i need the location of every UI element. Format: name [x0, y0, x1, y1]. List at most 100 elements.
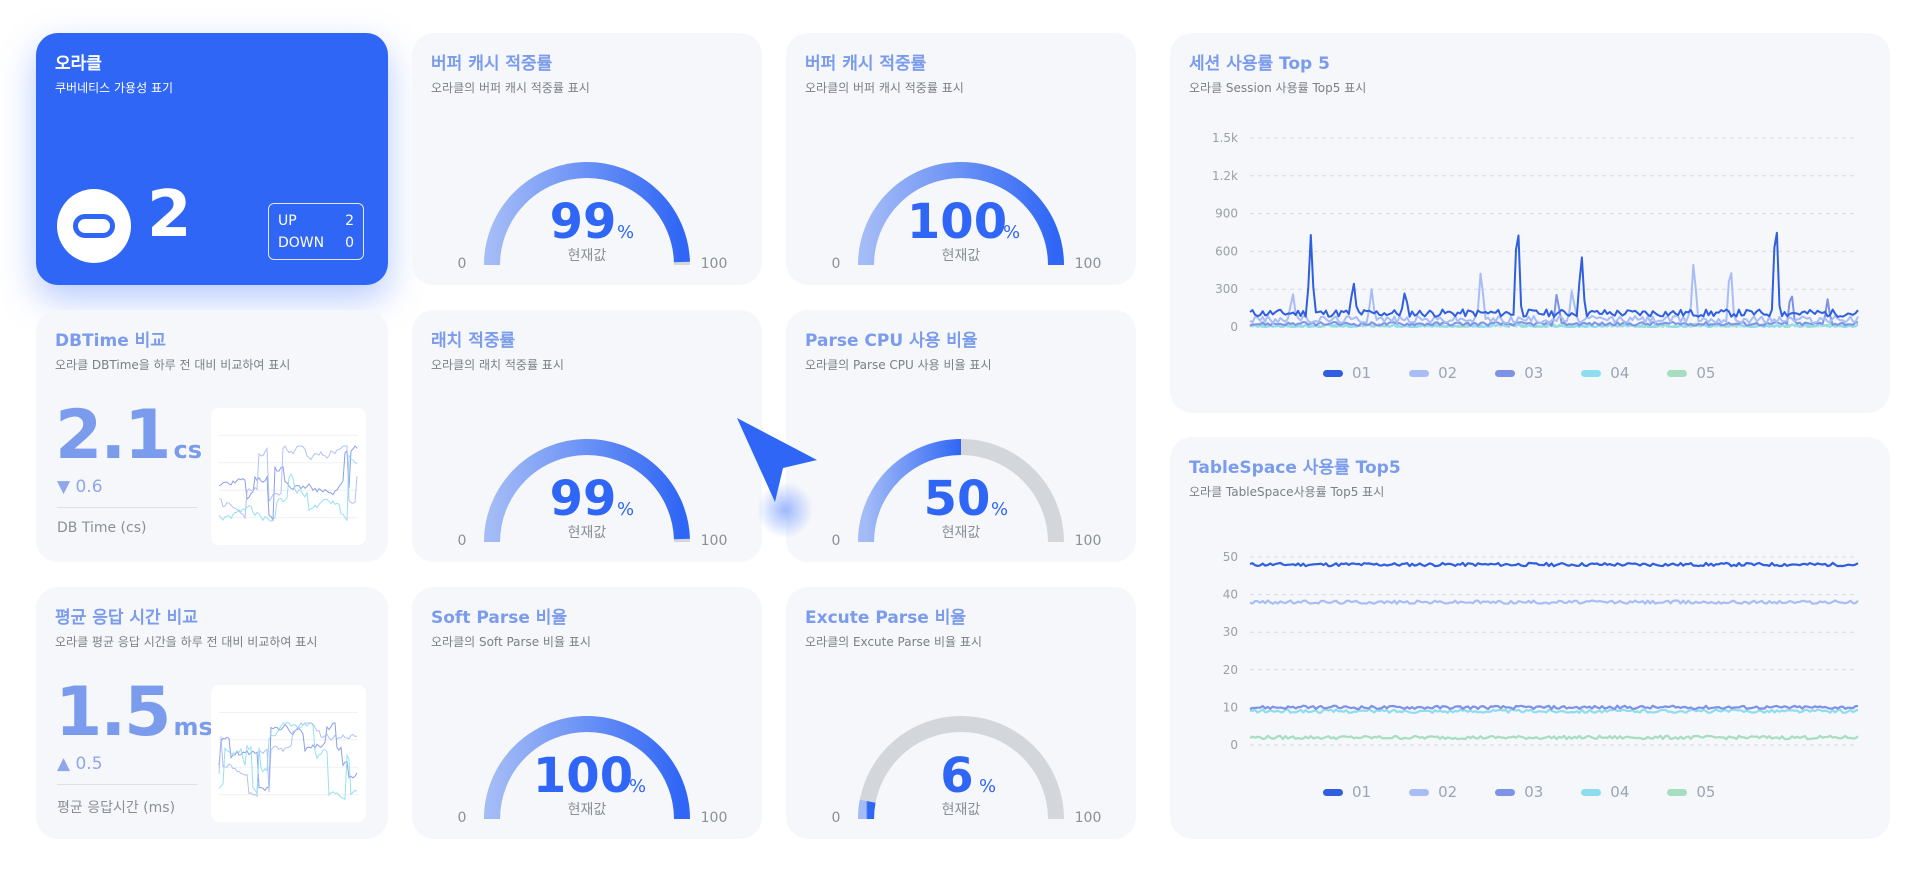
legend-swatch — [1667, 788, 1688, 796]
gauge-fill — [484, 716, 690, 820]
legend-swatch — [1581, 788, 1602, 796]
gauge-unit: % — [629, 776, 646, 797]
sparkline-series — [218, 722, 358, 792]
legend-label: 02 — [1438, 364, 1458, 382]
response-label: 평균 응답시간 (ms) — [57, 800, 176, 816]
gauge-unit: % — [991, 499, 1008, 520]
dbtime-sparkline — [211, 408, 366, 545]
legend-item[interactable]: 03 — [1495, 364, 1543, 382]
gauge-fill — [858, 162, 1064, 266]
gauge-value: 50 — [924, 471, 991, 527]
legend-swatch — [1323, 788, 1343, 796]
legend-swatch — [1409, 788, 1430, 796]
gauge-caption: 현재값 — [942, 525, 981, 541]
gauge-caption: 현재값 — [568, 525, 607, 541]
gauge-unit: % — [617, 222, 634, 243]
response-unit: ms — [173, 713, 213, 741]
pointer-cursor-icon — [737, 418, 817, 538]
gauge-max: 100 — [701, 810, 728, 826]
series-line-05 — [1249, 734, 1859, 741]
legend-label: 01 — [1352, 364, 1372, 382]
oracle-availability-card[interactable]: 오라클 쿠버네티스 가용성 표기 2 UP 2 DOWN 0 — [36, 33, 388, 285]
gauge-min: 0 — [832, 810, 841, 826]
legend-item[interactable]: 02 — [1409, 364, 1457, 382]
card-subtitle: 오라클의 래치 적중률 표시 — [431, 358, 564, 372]
gauge-max: 100 — [701, 256, 728, 272]
y-tick-label: 50 — [1223, 550, 1238, 564]
dbtime-unit: cs — [173, 436, 202, 464]
excute-parse-card[interactable]: Excute Parse 비율 오라클의 Excute Parse 비율 표시 … — [786, 587, 1136, 839]
legend-swatch — [1323, 369, 1343, 377]
gauge-value: 6 — [940, 748, 973, 804]
gauge-chart: 99 % 현재값 0 100 — [458, 439, 727, 549]
status-up-value: 2 — [345, 213, 354, 229]
y-tick-label: 20 — [1223, 663, 1238, 677]
card-title: Soft Parse 비율 — [431, 608, 568, 628]
gauge-chart: 100% 현재값 0 100 — [832, 162, 1102, 272]
status-up-label: UP — [278, 213, 297, 229]
legend-item[interactable]: 04 — [1581, 364, 1629, 382]
series-line-02 — [1249, 263, 1859, 325]
latch-hit-card[interactable]: 래치 적중률 오라클의 래치 적중률 표시 99% 현재값 0 100 — [412, 310, 762, 562]
status-box: UP 2 DOWN 0 — [268, 203, 364, 260]
tablespace-chart: 0 10 20 30 40 50 — [1223, 550, 1859, 752]
legend-item[interactable]: 04 — [1581, 783, 1629, 801]
session-top5-card[interactable]: 세션 사용률 Top 5 오라클 Session 사용률 Top5 표시 0 30… — [1170, 33, 1890, 413]
gauge-max: 100 — [1075, 533, 1102, 549]
legend-item[interactable]: 01 — [1323, 364, 1371, 382]
tablespace-legend: 01 02 03 04 05 — [1323, 783, 1715, 801]
legend-item[interactable]: 05 — [1667, 364, 1715, 382]
legend-item[interactable]: 01 — [1323, 783, 1371, 801]
card-title: Excute Parse 비율 — [805, 608, 967, 628]
gauge-value: 99 — [550, 471, 617, 527]
gauge-fill — [858, 799, 876, 820]
series-line-04 — [1249, 708, 1859, 714]
status-down-value: 0 — [345, 235, 354, 251]
tablespace-top5-card[interactable]: TableSpace 사용률 Top5 오라클 TableSpace사용률 To… — [1170, 437, 1890, 839]
sparkline-series — [218, 445, 358, 520]
gauge-unit: % — [979, 776, 996, 797]
y-tick-label: 40 — [1223, 588, 1238, 602]
card-subtitle: 오라클 DBTime을 하루 전 대비 비교하여 표시 — [55, 358, 291, 372]
y-tick-label: 30 — [1223, 625, 1238, 639]
series-line-01 — [1249, 561, 1859, 568]
gauge-chart: 100% 현재값 0 100 — [458, 716, 728, 826]
card-title: TableSpace 사용률 Top5 — [1189, 458, 1401, 478]
y-tick-label: 300 — [1215, 282, 1238, 296]
legend-swatch — [1495, 369, 1516, 377]
legend-item[interactable]: 03 — [1495, 783, 1543, 801]
legend-swatch — [1495, 788, 1516, 796]
buffer-cache-hit-card-2[interactable]: 버퍼 캐시 적중률 오라클의 버퍼 캐시 적중률 표시 100% 현재값 0 100 — [786, 33, 1136, 285]
legend-item[interactable]: 05 — [1667, 783, 1715, 801]
card-subtitle: 오라클의 Parse CPU 사용 비율 표시 — [805, 358, 992, 372]
parse-cpu-card[interactable]: Parse CPU 사용 비율 오라클의 Parse CPU 사용 비율 표시 … — [786, 310, 1136, 562]
card-title: 세션 사용률 Top 5 — [1189, 54, 1330, 74]
dbtime-compare-card[interactable]: DBTime 비교 오라클 DBTime을 하루 전 대비 비교하여 표시 2.… — [36, 310, 388, 562]
legend-item[interactable]: 02 — [1409, 783, 1457, 801]
gauge-min: 0 — [458, 533, 467, 549]
legend-label: 04 — [1610, 364, 1630, 382]
gauge-caption: 현재값 — [942, 248, 981, 264]
legend-swatch — [1409, 369, 1430, 377]
gauge-min: 0 — [458, 256, 467, 272]
y-tick-label: 0 — [1230, 738, 1238, 752]
status-down-label: DOWN — [278, 235, 325, 251]
oracle-ring-icon — [57, 189, 131, 263]
response-value: 1.5 ms — [55, 679, 213, 747]
dbtime-label: DB Time (cs) — [57, 520, 147, 536]
gauge-max: 100 — [1075, 256, 1102, 272]
buffer-cache-hit-card[interactable]: 버퍼 캐시 적중률 오라클의 버퍼 캐시 적중률 표시 99% 현재값 0 100 — [412, 33, 762, 285]
card-subtitle: 오라클 평균 응답 시간을 하루 전 대비 비교하여 표시 — [55, 635, 318, 649]
legend-label: 02 — [1438, 783, 1458, 801]
legend-label: 03 — [1524, 783, 1544, 801]
card-subtitle: 오라클의 Soft Parse 비율 표시 — [431, 635, 591, 649]
gauge-max: 100 — [1075, 810, 1102, 826]
soft-parse-card[interactable]: Soft Parse 비율 오라클의 Soft Parse 비율 표시 100%… — [412, 587, 762, 839]
sparkline-series — [218, 722, 358, 798]
response-time-compare-card[interactable]: 평균 응답 시간 비교 오라클 평균 응답 시간을 하루 전 대비 비교하여 표… — [36, 587, 388, 839]
y-tick-label: 1.2k — [1212, 169, 1238, 183]
card-title: DBTime 비교 — [55, 331, 166, 351]
divider — [57, 784, 197, 785]
dbtime-value: 2.1 cs — [55, 402, 202, 470]
sparkline-series — [218, 453, 358, 523]
